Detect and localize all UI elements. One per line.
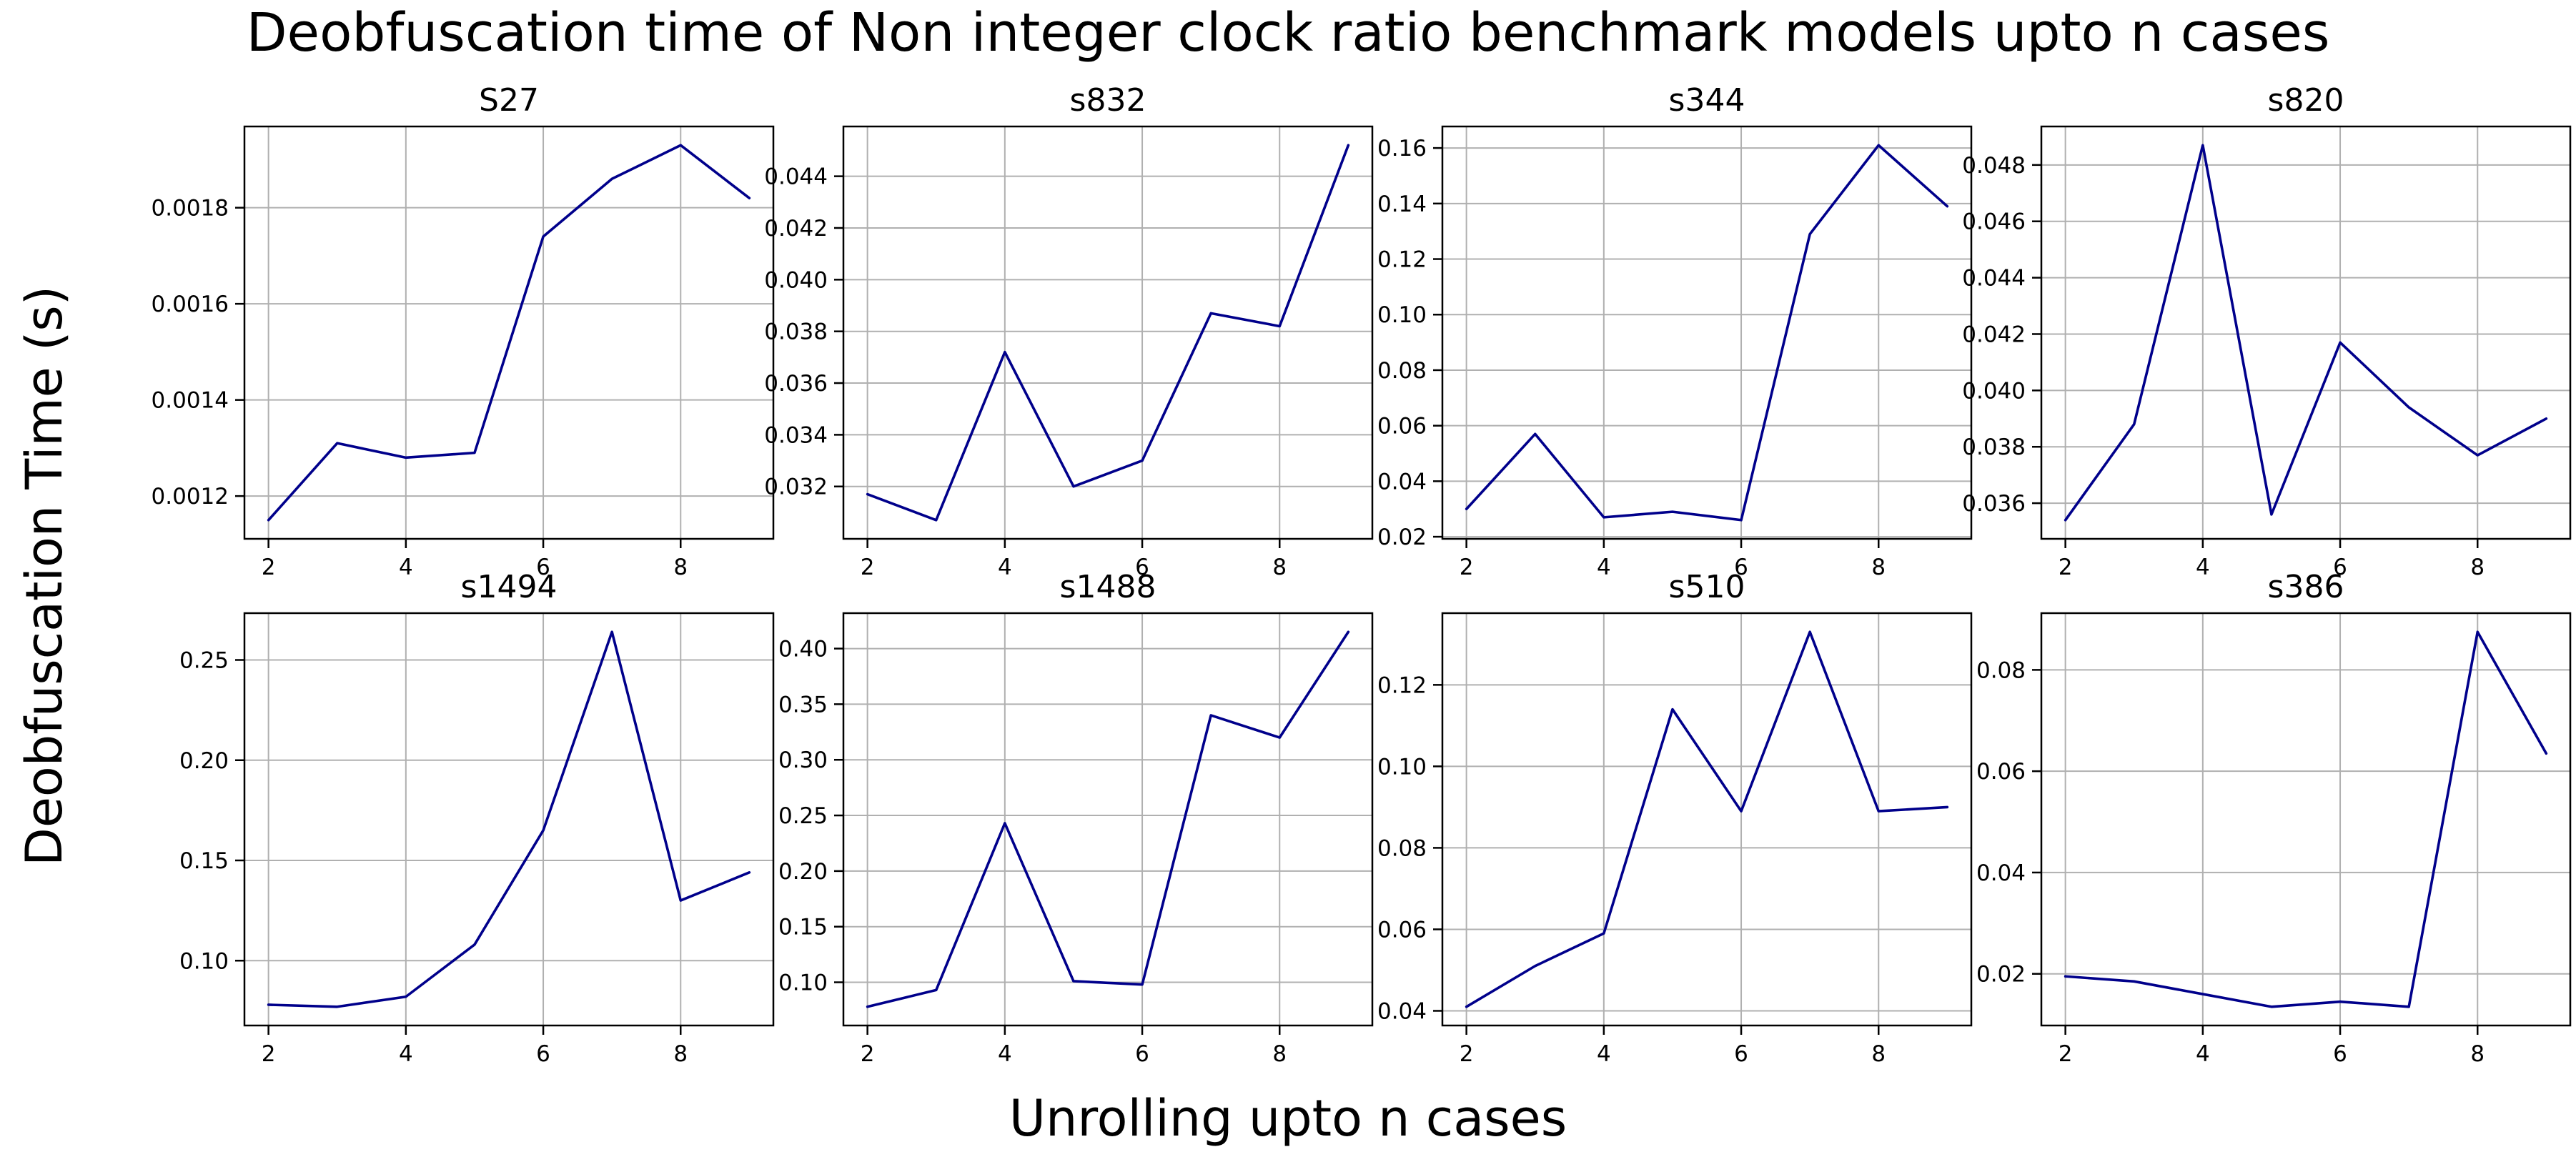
svg-text:8: 8 — [1272, 1041, 1287, 1067]
svg-text:0.35: 0.35 — [778, 692, 828, 717]
svg-text:4: 4 — [998, 1041, 1012, 1067]
svg-text:2: 2 — [1460, 555, 1474, 580]
line-chart-s27: 2 4 6 8 0.0012 0.0014 0.0016 0.0018 — [152, 125, 775, 580]
svg-text:0.042: 0.042 — [764, 216, 828, 242]
svg-text:4: 4 — [1597, 555, 1611, 580]
svg-text:0.20: 0.20 — [179, 748, 229, 774]
svg-text:0.044: 0.044 — [764, 164, 828, 190]
svg-text:0.25: 0.25 — [179, 647, 229, 673]
svg-text:0.0016: 0.0016 — [152, 292, 229, 317]
line-chart-s1494: 2 4 6 8 0.10 0.15 0.20 0.25 — [179, 612, 775, 1067]
svg-text:6: 6 — [536, 1041, 550, 1067]
line-chart-s832: 2 4 6 8 0.032 0.034 0.036 0.038 0.040 0.042 0.044 — [764, 125, 1374, 580]
line-chart-s344: 2 4 6 8 0.02 0.04 0.06 0.08 0.10 0.12 0.14 0.16 — [1377, 125, 1973, 580]
svg-text:0.08: 0.08 — [1976, 657, 2026, 683]
svg-text:6: 6 — [2333, 555, 2347, 580]
line-chart-s820: 2 4 6 8 0.036 0.038 0.040 0.042 0.044 0.046 0.048 — [1962, 125, 2572, 580]
svg-text:0.10: 0.10 — [1377, 302, 1427, 328]
svg-text:0.10: 0.10 — [778, 970, 828, 996]
subplot-title-s1488: s1488 — [1059, 569, 1156, 605]
svg-text:0.034: 0.034 — [764, 422, 828, 448]
svg-text:0.038: 0.038 — [764, 319, 828, 345]
subplot-title-s27: S27 — [479, 82, 539, 119]
subplot-title-s832: s832 — [1069, 82, 1146, 119]
svg-text:0.12: 0.12 — [1377, 672, 1427, 698]
svg-text:0.044: 0.044 — [1962, 266, 2026, 292]
subplot-title-s1494: s1494 — [460, 569, 558, 605]
svg-text:6: 6 — [1135, 555, 1149, 580]
svg-text:2: 2 — [262, 1041, 276, 1067]
svg-text:8: 8 — [1871, 1041, 1886, 1067]
svg-text:2: 2 — [861, 555, 875, 580]
svg-text:0.08: 0.08 — [1377, 835, 1427, 861]
svg-text:0.02: 0.02 — [1377, 525, 1427, 550]
svg-text:6: 6 — [1734, 1041, 1748, 1067]
svg-text:0.16: 0.16 — [1377, 136, 1427, 162]
svg-text:0.0014: 0.0014 — [152, 388, 229, 414]
svg-text:0.038: 0.038 — [1962, 434, 2026, 460]
svg-text:6: 6 — [1135, 1041, 1149, 1067]
svg-text:2: 2 — [861, 1041, 875, 1067]
svg-text:0.04: 0.04 — [1377, 469, 1427, 495]
svg-text:6: 6 — [536, 555, 550, 580]
svg-text:0.15: 0.15 — [778, 915, 828, 940]
subplot-title-s820: s820 — [2267, 82, 2344, 119]
subplot-title-s510: s510 — [1668, 569, 1745, 605]
svg-text:8: 8 — [2470, 555, 2485, 580]
svg-text:0.040: 0.040 — [764, 267, 828, 293]
svg-text:0.04: 0.04 — [1377, 998, 1427, 1024]
svg-text:2: 2 — [2059, 1041, 2073, 1067]
svg-text:8: 8 — [673, 1041, 688, 1067]
svg-text:0.10: 0.10 — [1377, 754, 1427, 780]
svg-text:0.12: 0.12 — [1377, 247, 1427, 273]
svg-text:6: 6 — [1734, 555, 1748, 580]
svg-text:0.20: 0.20 — [778, 859, 828, 885]
svg-text:8: 8 — [2470, 1041, 2485, 1067]
y-axis-label: Deobfuscation Time (s) — [15, 285, 74, 867]
line-chart-s1488: 2 4 6 8 0.10 0.15 0.20 0.25 0.30 0.35 0.40 — [778, 612, 1374, 1067]
svg-text:4: 4 — [2196, 555, 2210, 580]
line-chart-s386: 2 4 6 8 0.02 0.04 0.06 0.08 — [1976, 612, 2572, 1067]
svg-text:0.048: 0.048 — [1962, 153, 2026, 179]
svg-text:2: 2 — [1460, 1041, 1474, 1067]
svg-text:0.036: 0.036 — [764, 371, 828, 397]
svg-text:0.25: 0.25 — [778, 803, 828, 829]
svg-text:8: 8 — [1272, 555, 1287, 580]
svg-text:0.04: 0.04 — [1976, 860, 2026, 886]
subplot-title-s344: s344 — [1668, 82, 1745, 119]
subplot-title-s386: s386 — [2267, 569, 2344, 605]
svg-text:0.06: 0.06 — [1976, 759, 2026, 785]
svg-text:4: 4 — [399, 1041, 413, 1067]
svg-text:0.02: 0.02 — [1976, 962, 2026, 988]
svg-text:0.06: 0.06 — [1377, 414, 1427, 440]
svg-text:4: 4 — [2196, 1041, 2210, 1067]
svg-text:0.06: 0.06 — [1377, 917, 1427, 943]
svg-text:0.036: 0.036 — [1962, 491, 2026, 517]
svg-text:0.040: 0.040 — [1962, 378, 2026, 404]
svg-text:0.14: 0.14 — [1377, 192, 1427, 217]
svg-text:0.30: 0.30 — [778, 748, 828, 773]
svg-text:0.15: 0.15 — [179, 848, 229, 874]
svg-text:4: 4 — [998, 555, 1012, 580]
svg-text:4: 4 — [1597, 1041, 1611, 1067]
svg-text:0.40: 0.40 — [778, 637, 828, 662]
svg-text:0.046: 0.046 — [1962, 209, 2026, 235]
svg-text:2: 2 — [262, 555, 276, 580]
svg-text:8: 8 — [673, 555, 688, 580]
svg-text:0.0012: 0.0012 — [152, 484, 229, 510]
svg-text:0.10: 0.10 — [179, 948, 229, 974]
svg-text:0.0018: 0.0018 — [152, 196, 229, 222]
line-chart-s510: 2 4 6 8 0.04 0.06 0.08 0.10 0.12 — [1377, 612, 1973, 1067]
svg-text:0.042: 0.042 — [1962, 322, 2026, 347]
svg-text:0.032: 0.032 — [764, 475, 828, 500]
svg-text:4: 4 — [399, 555, 413, 580]
figure-title: Deobfuscation time of Non integer clock … — [246, 2, 2330, 64]
svg-text:0.08: 0.08 — [1377, 358, 1427, 384]
svg-text:2: 2 — [2059, 555, 2073, 580]
svg-text:8: 8 — [1871, 555, 1886, 580]
svg-text:6: 6 — [2333, 1041, 2347, 1067]
x-axis-label: Unrolling upto n cases — [1009, 1089, 1567, 1148]
